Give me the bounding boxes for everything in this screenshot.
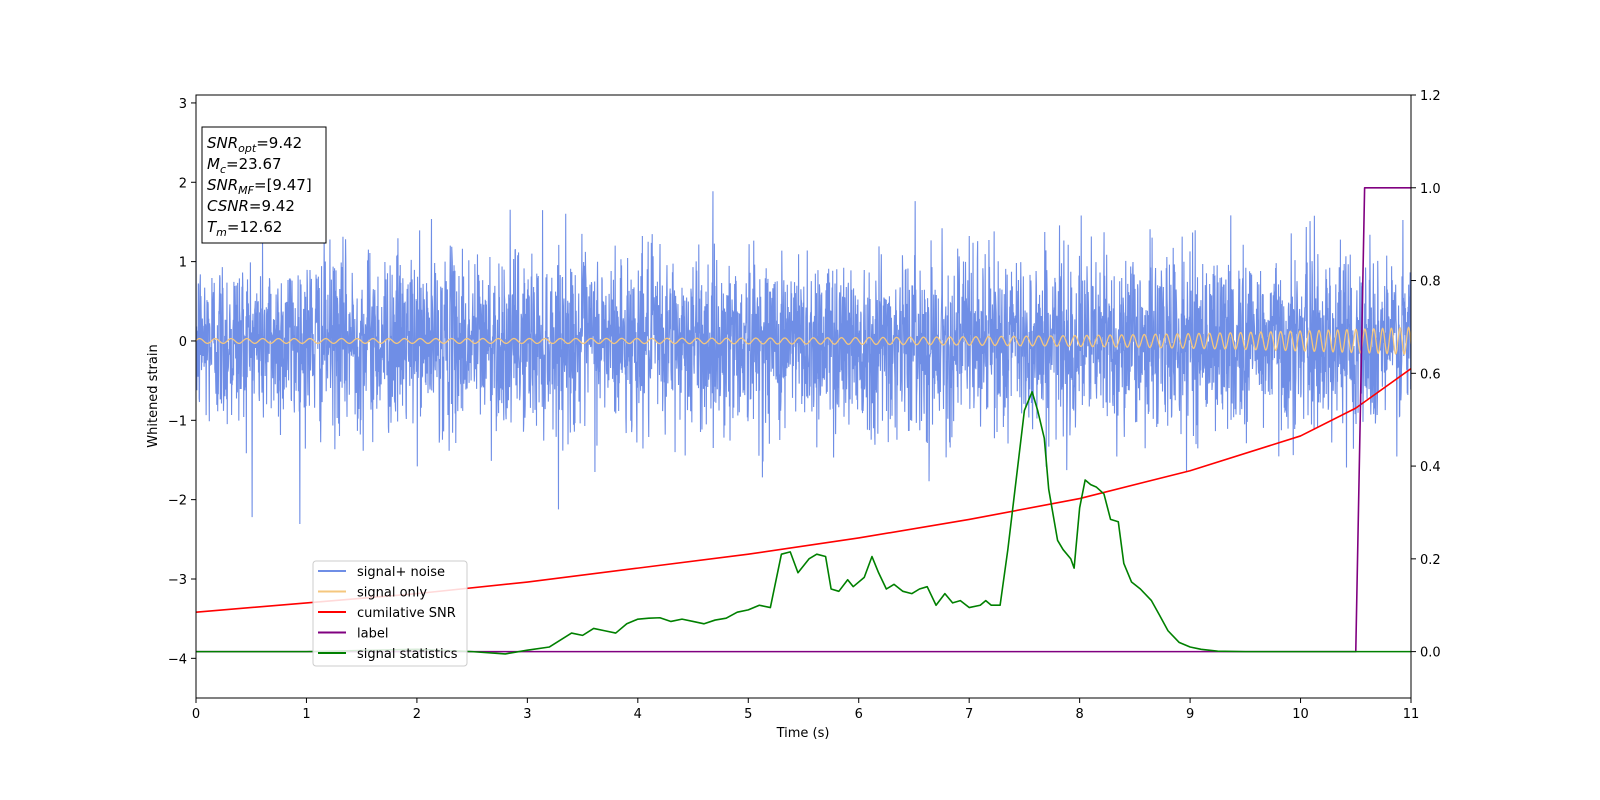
legend-label: cumilative SNR bbox=[357, 606, 456, 621]
y2-tick-label: 0.0 bbox=[1420, 646, 1441, 661]
x-tick-label: 8 bbox=[1075, 707, 1083, 722]
y-tick-label: −1 bbox=[168, 414, 187, 429]
legend-label: signal only bbox=[357, 586, 427, 601]
legend: signal+ noise signal only cumilative SNR la… bbox=[312, 560, 468, 667]
y2-tick-label: 1.0 bbox=[1420, 182, 1441, 197]
x-tick-label: 3 bbox=[523, 707, 531, 722]
legend-label: signal statistics bbox=[357, 647, 458, 662]
x-tick-label: 2 bbox=[413, 707, 421, 722]
y2-tick-label: 1.2 bbox=[1420, 89, 1441, 104]
y-tick-label: −2 bbox=[168, 494, 187, 509]
stats-box-frame bbox=[201, 126, 327, 244]
y2-tick-label: 0.2 bbox=[1420, 553, 1441, 568]
axes: 0 1 2 3 4 5 6 7 8 9 10 113210−1−2−3−41.21.00.80.60.… bbox=[168, 89, 1441, 722]
y-tick-label: 3 bbox=[179, 97, 187, 112]
series-signal-statistics-line bbox=[196, 391, 1411, 655]
legend-label: signal+ noise bbox=[357, 565, 445, 580]
legend-label: label bbox=[357, 627, 388, 642]
stats-box: SNRopt=9.42Mc=23.67SNRMF=[9.47]CSNR=9.42… bbox=[201, 126, 327, 244]
x-tick-label: 4 bbox=[634, 707, 642, 722]
x-tick-label: 9 bbox=[1186, 707, 1194, 722]
x-axis-label: Time (s) bbox=[776, 726, 830, 741]
x-tick-label: 10 bbox=[1292, 707, 1309, 722]
stats-box-line: Mc=23.67 bbox=[207, 155, 282, 176]
y2-tick-label: 0.8 bbox=[1420, 275, 1441, 290]
stats-box-line: CSNR=9.42 bbox=[207, 197, 295, 215]
plot-frame bbox=[195, 94, 1412, 699]
series-label-line bbox=[196, 186, 1411, 653]
y-axis-label: Whitened strain bbox=[146, 344, 161, 447]
x-tick-label: 1 bbox=[302, 707, 310, 722]
y2-tick-label: 0.4 bbox=[1420, 460, 1441, 475]
y-tick-label: 1 bbox=[179, 256, 187, 271]
x-tick-label: 11 bbox=[1403, 707, 1420, 722]
stats-box-line: SNRopt=9.42 bbox=[207, 134, 302, 155]
x-tick-label: 7 bbox=[965, 707, 973, 722]
y-tick-label: 0 bbox=[179, 335, 187, 350]
series-signal-only-line bbox=[196, 326, 1411, 355]
stats-box-line: Tm=12.62 bbox=[207, 218, 282, 239]
y-tick-label: −3 bbox=[168, 573, 187, 588]
legend-frame bbox=[312, 560, 468, 667]
stats-box-line: SNRMF=[9.47] bbox=[207, 176, 312, 197]
y-tick-label: 2 bbox=[179, 176, 187, 191]
x-tick-label: 6 bbox=[855, 707, 863, 722]
x-tick-label: 5 bbox=[744, 707, 752, 722]
y2-tick-label: 0.6 bbox=[1420, 367, 1441, 382]
x-tick-label: 0 bbox=[192, 707, 200, 722]
series-signal-noise-line bbox=[196, 191, 1411, 524]
y-tick-label: −4 bbox=[168, 652, 187, 667]
